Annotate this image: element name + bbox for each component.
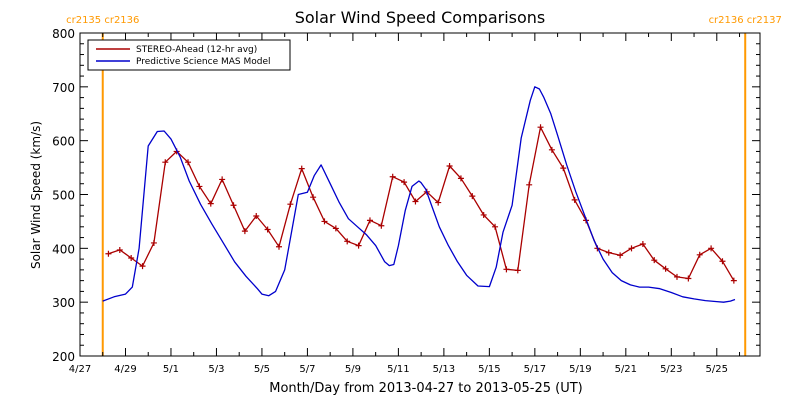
y-tick-label: 300 <box>52 296 75 310</box>
stereo-data-point <box>253 213 260 220</box>
y-tick-label: 600 <box>52 135 75 149</box>
x-tick-label: 4/29 <box>114 364 136 375</box>
stereo-data-point <box>469 193 476 200</box>
stereo-data-point <box>264 226 271 233</box>
x-tick-label: 5/23 <box>660 364 682 375</box>
stereo-data-point <box>196 183 203 190</box>
stereo-data-point <box>321 218 328 225</box>
stereo-data-point <box>457 175 464 182</box>
rotation-marker-label: cr2136 cr2137 <box>709 15 782 26</box>
stereo-data-point <box>446 162 453 169</box>
stereo-data-point <box>651 257 658 264</box>
x-tick-label: 5/3 <box>208 364 224 375</box>
x-tick-label: 5/5 <box>254 364 270 375</box>
x-tick-label: 5/7 <box>299 364 315 375</box>
stereo-data-point <box>128 255 135 262</box>
legend-label-model: Predictive Science MAS Model <box>136 57 271 67</box>
stereo-data-point <box>139 263 146 270</box>
legend: STEREO-Ahead (12-hr avg) Predictive Scie… <box>87 39 291 71</box>
stereo-data-point <box>503 266 510 273</box>
stereo-data-point <box>116 246 123 253</box>
stereo-data-point <box>401 179 408 186</box>
stereo-data-point <box>628 245 635 252</box>
stereo-data-point <box>673 273 680 280</box>
x-tick-label: 5/25 <box>706 364 728 375</box>
stereo-data-point <box>207 200 214 207</box>
stereo-data-point <box>287 201 294 208</box>
stereo-data-point <box>105 250 112 257</box>
stereo-data-point <box>332 225 339 232</box>
stereo-data-point <box>617 252 624 259</box>
stereo-data-point <box>639 241 646 248</box>
x-tick-label: 5/21 <box>615 364 637 375</box>
x-tick-label: 5/9 <box>345 364 361 375</box>
stereo-data-point <box>412 198 419 205</box>
y-tick-label: 500 <box>52 189 75 203</box>
stereo-data-point <box>230 202 237 209</box>
chart-title: Solar Wind Speed Comparisons <box>295 8 546 27</box>
stereo-data-point <box>526 181 533 188</box>
stereo-data-point <box>162 159 169 166</box>
stereo-data-point <box>537 124 544 131</box>
x-axis-label: Month/Day from 2013-04-27 to 2013-05-25 … <box>269 381 582 396</box>
x-tick-label: 5/19 <box>569 364 591 375</box>
x-tick-label: 5/17 <box>524 364 546 375</box>
stereo-data-point <box>150 239 157 246</box>
stereo-data-point <box>275 243 282 250</box>
x-tick-label: 5/15 <box>478 364 500 375</box>
stereo-data-point <box>241 228 248 235</box>
y-axis-label: Solar Wind Speed (km/s) <box>29 121 43 269</box>
stereo-data-point <box>514 267 521 274</box>
stereo-data-point <box>719 258 726 265</box>
y-tick-label: 700 <box>52 81 75 95</box>
stereo-data-point <box>605 249 612 256</box>
stereo-data-point <box>344 238 351 245</box>
stereo-ahead-line <box>108 126 735 281</box>
stereo-data-point <box>435 199 442 206</box>
stereo-data-point <box>730 277 737 284</box>
stereo-data-point <box>366 217 373 224</box>
stereo-data-point <box>480 211 487 218</box>
y-tick-label: 800 <box>52 27 75 41</box>
y-tick-label: 400 <box>52 242 75 256</box>
stereo-data-point <box>548 146 555 153</box>
x-tick-label: 5/13 <box>433 364 455 375</box>
x-tick-label: 5/11 <box>387 364 409 375</box>
stereo-data-point <box>662 265 669 272</box>
stereo-data-point <box>696 251 703 258</box>
stereo-data-point <box>571 196 578 203</box>
x-tick-label: 4/27 <box>69 364 91 375</box>
stereo-data-point <box>185 159 192 166</box>
legend-box <box>87 39 291 71</box>
stereo-data-point <box>310 194 317 201</box>
stereo-data-point <box>708 245 715 252</box>
stereo-data-point <box>389 173 396 180</box>
stereo-data-point <box>219 176 226 183</box>
stereo-data-point <box>560 165 567 172</box>
x-tick-label: 5/1 <box>163 364 179 375</box>
legend-label-stereo: STEREO-Ahead (12-hr avg) <box>136 45 257 55</box>
stereo-data-point <box>355 242 362 249</box>
stereo-data-point <box>378 222 385 229</box>
mas-model-line <box>102 86 736 303</box>
rotation-marker-label: cr2135 cr2136 <box>66 15 139 26</box>
stereo-data-point <box>685 275 692 282</box>
y-tick-label: 200 <box>52 350 75 364</box>
stereo-data-point <box>492 223 499 230</box>
stereo-data-point <box>298 165 305 172</box>
